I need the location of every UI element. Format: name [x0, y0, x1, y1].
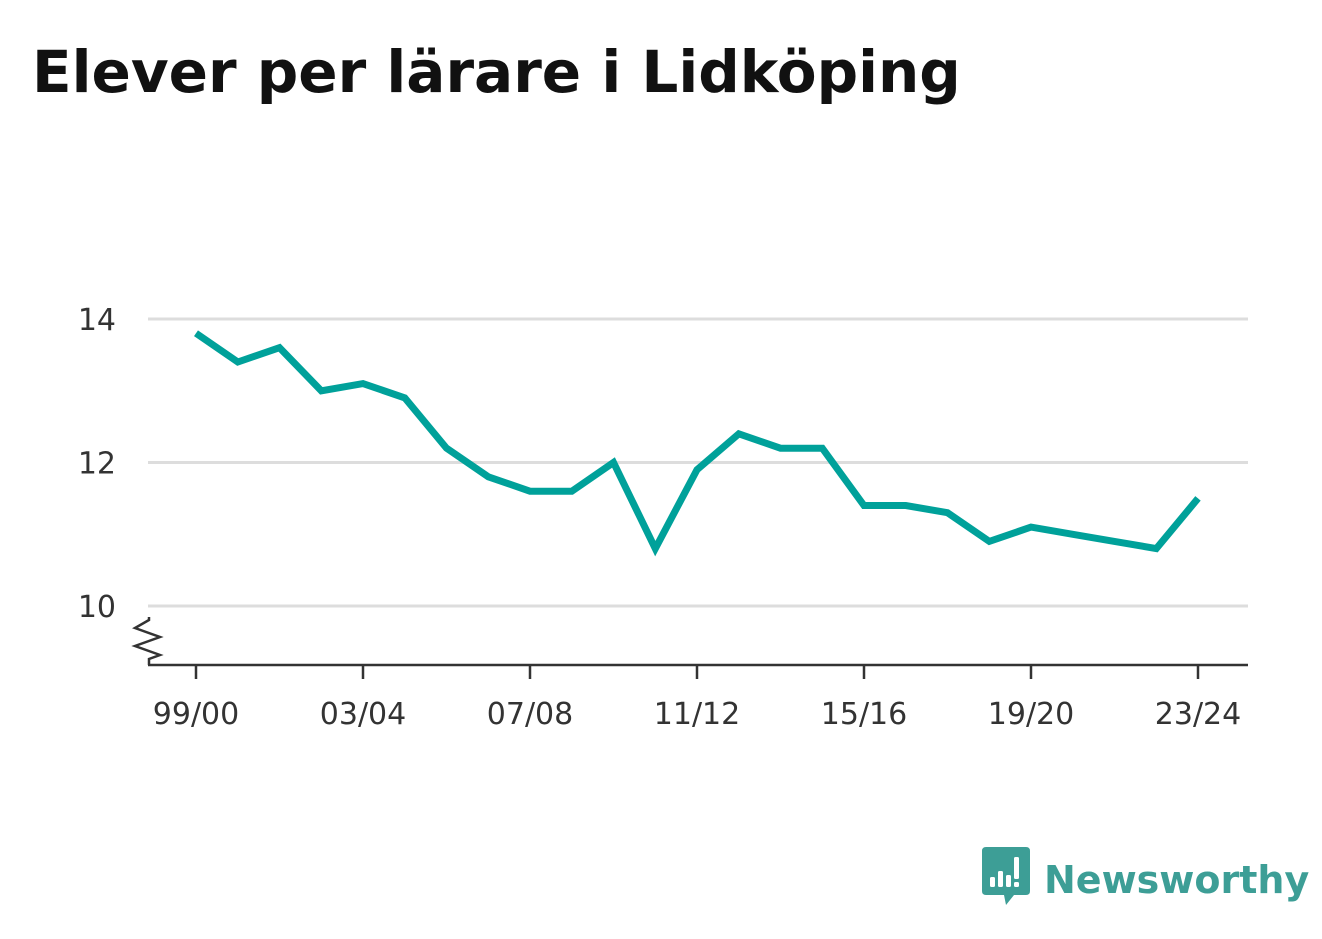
x-tick-label: 19/20 — [988, 697, 1074, 732]
x-tick-label: 23/24 — [1155, 697, 1241, 732]
brand-name: Newsworthy — [1044, 858, 1310, 902]
y-axis-ticks: 10 12 14 — [78, 303, 116, 625]
x-tick-label: 07/08 — [487, 697, 573, 732]
x-axis — [131, 617, 1248, 667]
x-tick-label: 15/16 — [821, 697, 907, 732]
chart-title: Elever per lärare i Lidköping — [32, 38, 961, 106]
y-tick-label: 14 — [78, 303, 116, 338]
x-tick-label: 99/00 — [153, 697, 239, 732]
axis-break-icon — [131, 617, 164, 665]
y-tick-label: 12 — [78, 447, 116, 482]
brand: Newsworthy — [980, 847, 1310, 913]
series-layer — [194, 330, 1201, 557]
y-tick-label: 10 — [78, 590, 116, 625]
newsworthy-logo-icon — [980, 847, 1032, 913]
x-tick-label: 11/12 — [654, 697, 740, 732]
x-axis-ticks: 99/00 03/04 07/08 11/12 15/16 19/20 23/24 — [153, 665, 1241, 732]
series-line — [194, 330, 1201, 557]
x-tick-label: 03/04 — [320, 697, 406, 732]
gridlines — [148, 317, 1248, 608]
